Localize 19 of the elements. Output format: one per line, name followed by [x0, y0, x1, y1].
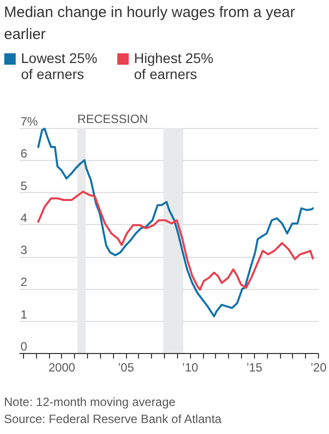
y-tick-label: 0 [20, 340, 28, 354]
y-tick-label: 2 [20, 275, 28, 290]
x-tick-label: ’05 [118, 360, 134, 374]
x-tick-label: ’15 [246, 360, 263, 374]
chart-title: Median change in hourly wages from a year earlier [4, 3, 296, 45]
y-tick-label: 6 [20, 146, 28, 161]
legend-label: Highest 25% of earners [134, 50, 214, 82]
band-label: RECESSION [77, 112, 148, 126]
legend-label: Lowest 25% of earners [21, 50, 98, 82]
x-tick-label: ’20 [310, 360, 327, 374]
y-tick-label: 7% [20, 114, 38, 128]
y-tick-label: 4 [20, 210, 28, 225]
x-tick-label: 2000 [48, 360, 76, 374]
text: Note: 12-month moving average [4, 394, 176, 411]
y-tick-label: 1 [20, 307, 28, 322]
y-tick-label: 3 [20, 243, 28, 258]
source-note: Source: Federal Reserve Bank of Atlanta [4, 411, 222, 428]
x-tick-label: ’10 [182, 360, 199, 374]
y-tick-label: 5 [20, 178, 28, 193]
